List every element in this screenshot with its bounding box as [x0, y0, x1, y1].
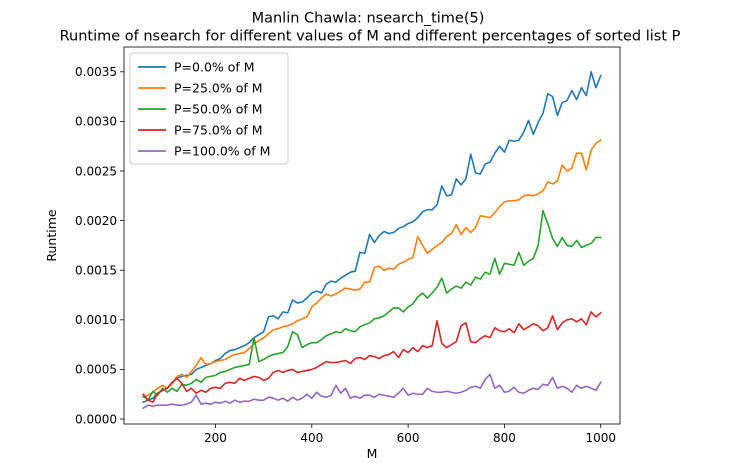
legend-label-0: P=0.0% of M: [174, 60, 255, 75]
legend-label-4: P=100.0% of M: [174, 144, 270, 159]
y-axis: 0.0000 0.0005 0.0010 0.0015 0.0020 0.0025 0.00…: [75, 65, 124, 426]
y-tick-label: 0.0000: [75, 412, 117, 426]
chart-title: Manlin Chawla: nsearch_time(5): [252, 11, 485, 27]
legend: P=0.0% of M P=25.0% of M P=50.0% of M P=75.…: [129, 52, 289, 165]
y-tick-label: 0.0035: [75, 65, 117, 79]
legend-label-2: P=50.0% of M: [174, 102, 263, 117]
x-tick-label: 400: [300, 431, 323, 445]
y-axis-label: Runtime: [44, 209, 59, 262]
y-tick-label: 0.0010: [75, 313, 117, 327]
series-line-3: [142, 311, 602, 403]
legend-label-1: P=25.0% of M: [174, 81, 263, 96]
y-tick-label: 0.0020: [75, 214, 117, 228]
y-tick-label: 0.0025: [75, 164, 117, 178]
plot-frame: [123, 46, 621, 425]
x-tick-label: 200: [204, 431, 227, 445]
x-axis: 200 400 600 800 1000: [204, 424, 616, 445]
series-line-0: [142, 71, 602, 404]
x-tick-label: 600: [397, 431, 420, 445]
series-layer: [142, 71, 602, 410]
series-line-2: [142, 209, 602, 401]
y-tick-label: 0.0030: [75, 115, 117, 129]
y-tick-label: 0.0015: [75, 264, 117, 278]
series-line-1: [142, 139, 602, 399]
legend-label-3: P=75.0% of M: [174, 123, 263, 138]
x-tick-label: 800: [493, 431, 516, 445]
x-axis-label: M: [367, 446, 378, 461]
legend-box: [129, 52, 289, 165]
chart-subtitle: Runtime of nsearch for different values …: [60, 29, 681, 45]
y-tick-label: 0.0005: [75, 363, 117, 377]
series-line-4: [142, 373, 602, 410]
x-tick-label: 1000: [585, 431, 616, 445]
